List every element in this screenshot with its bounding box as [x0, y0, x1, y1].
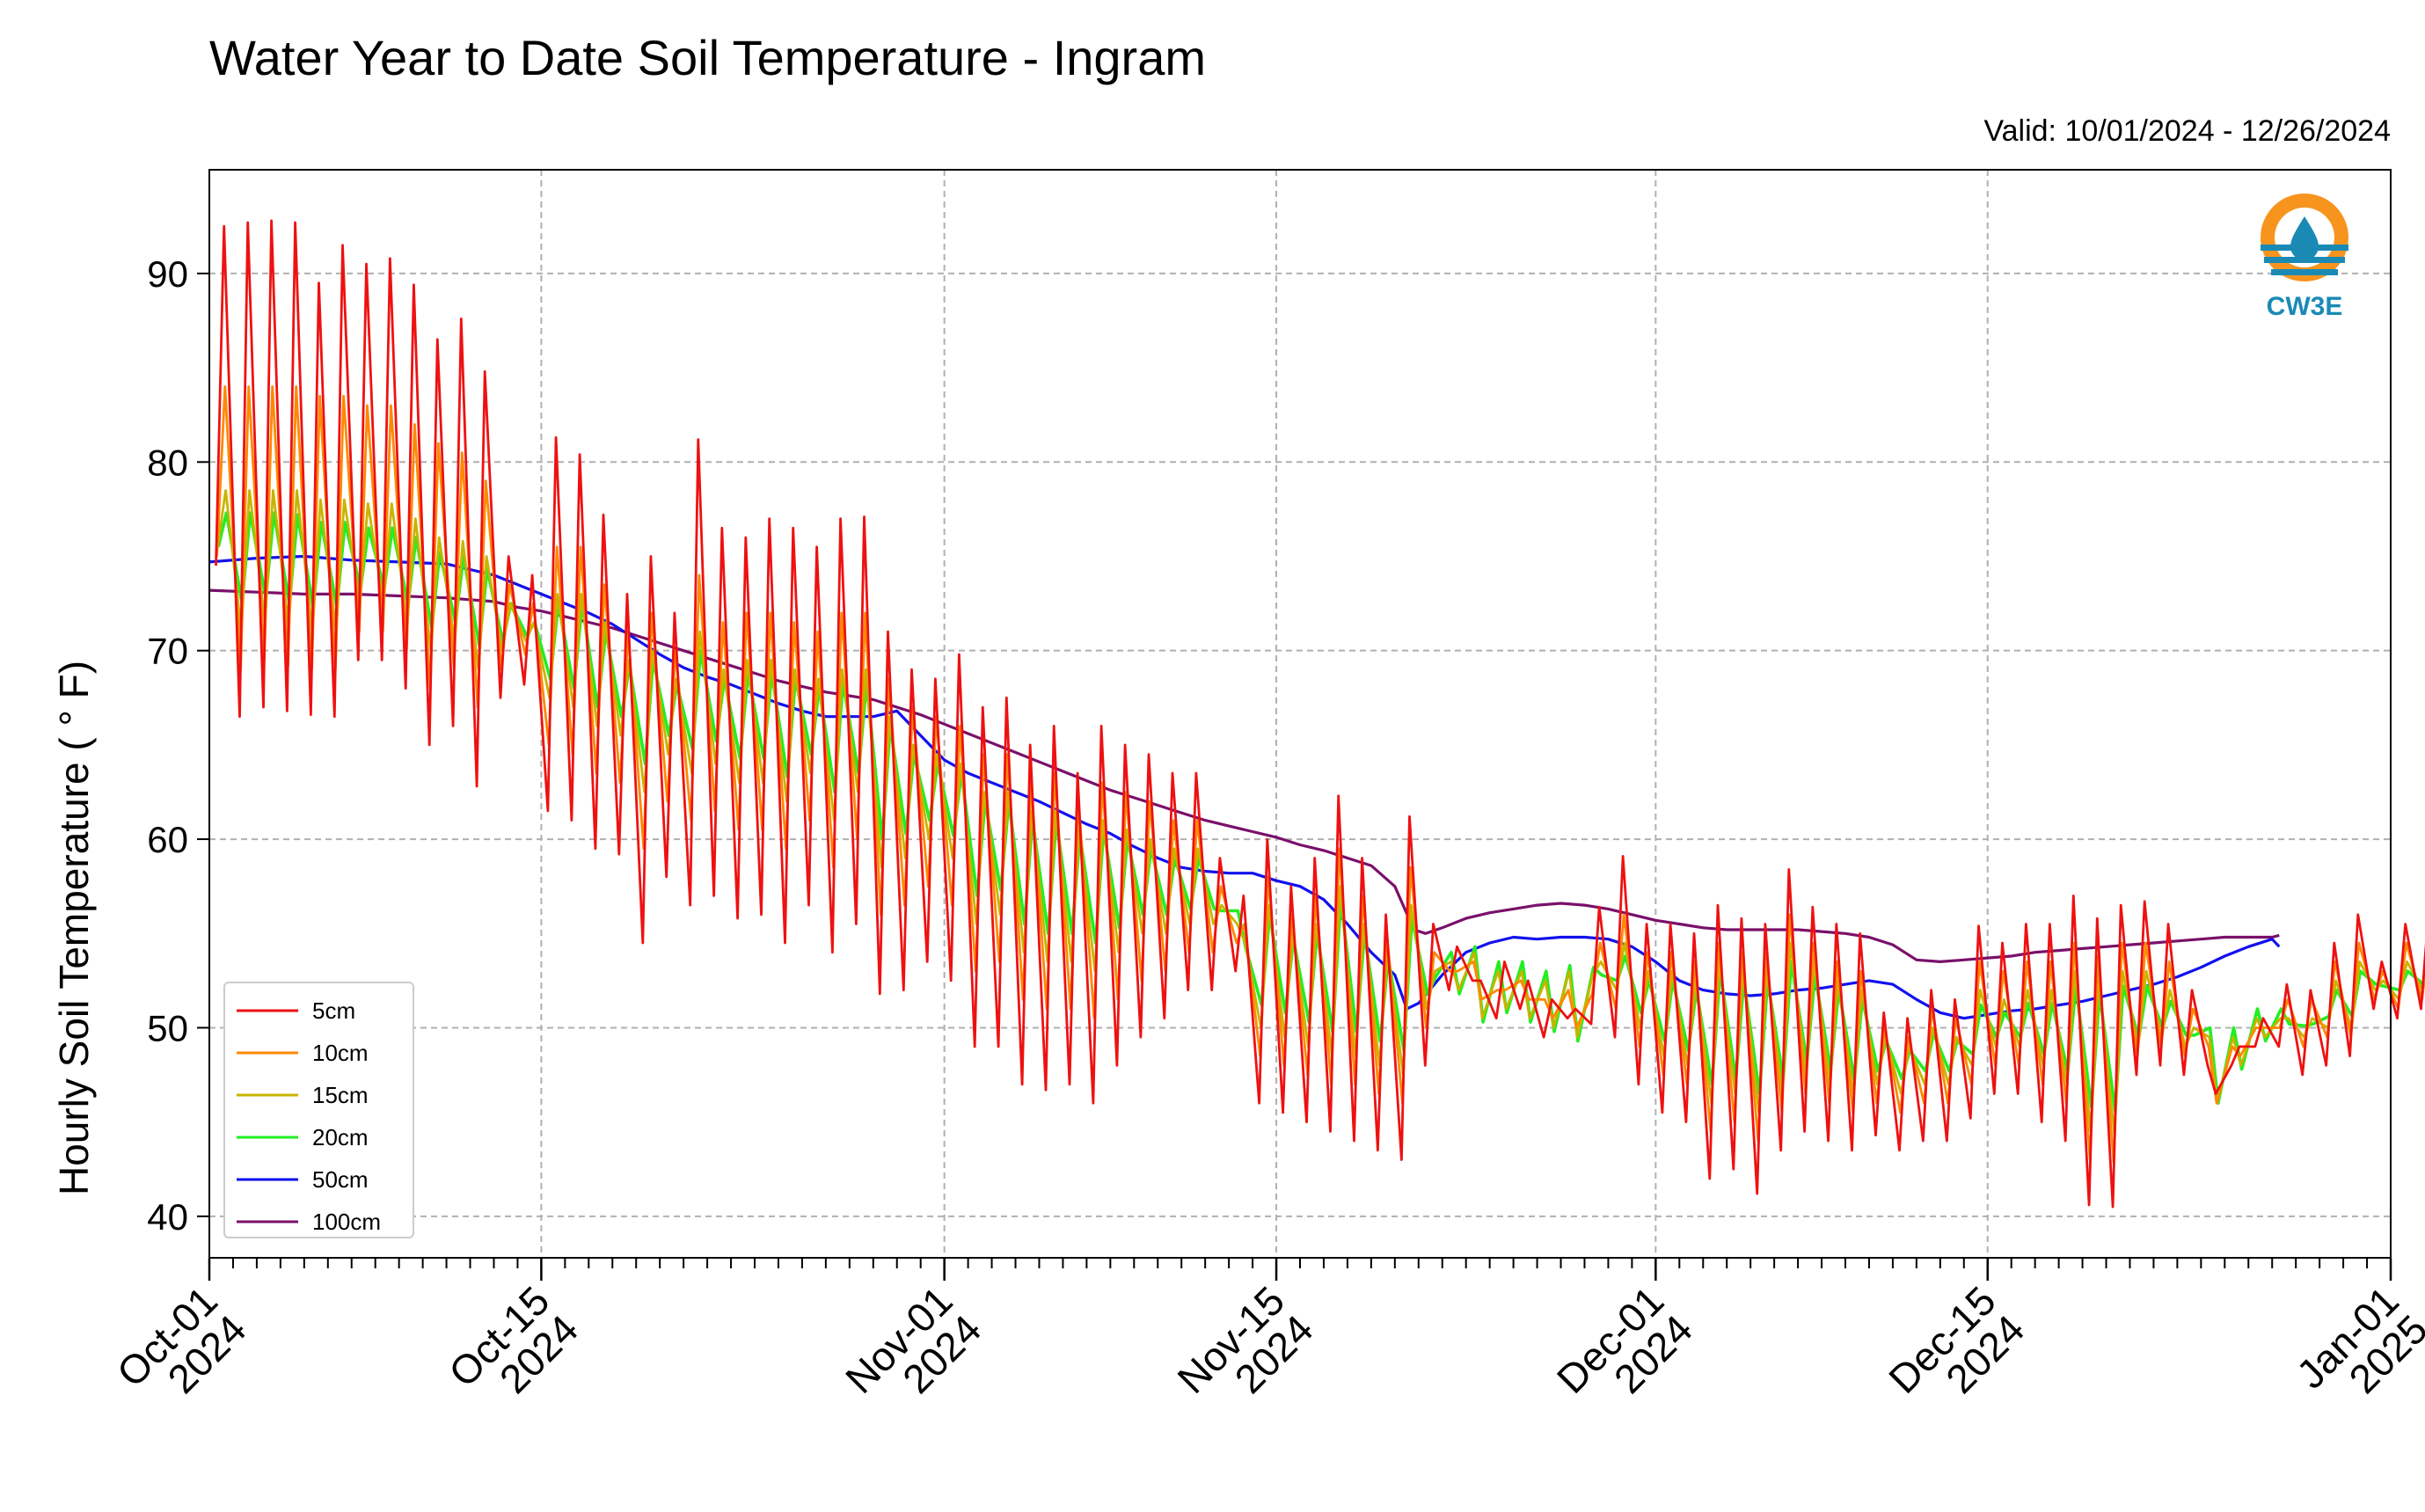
- x-tick-label: Dec-152024: [1880, 1277, 2033, 1430]
- legend: 5cm 10cm 15cm 20cm 50cm 100cm: [223, 982, 414, 1238]
- x-tick-label: Nov-012024: [836, 1277, 990, 1430]
- legend-box: [223, 982, 414, 1238]
- x-tick-label: Dec-012024: [1548, 1277, 1701, 1430]
- x-tick-label: Oct-012024: [108, 1277, 255, 1424]
- series-line-100cm: [208, 588, 2280, 963]
- legend-label: 20cm: [312, 1124, 369, 1150]
- y-axis-label: Hourly Soil Temperature ( ° F): [51, 661, 97, 1195]
- legend-label: 15cm: [312, 1082, 369, 1108]
- valid-date-range: Valid: 10/01/2024 - 12/26/2024: [1983, 114, 2391, 148]
- y-tick-label: 90: [147, 253, 188, 295]
- y-tick-label: 60: [147, 819, 188, 860]
- legend-label: 50cm: [312, 1166, 369, 1193]
- plot-frame: [208, 169, 2392, 1259]
- cw3e-logo: CW3E: [2261, 194, 2348, 321]
- series-line-5cm: [215, 219, 2425, 1209]
- logo-text: CW3E: [2267, 292, 2343, 321]
- y-tick-label: 70: [147, 631, 188, 672]
- series-lines: [208, 219, 2425, 1209]
- x-tick-label: Nov-152024: [1168, 1277, 1321, 1430]
- legend-label: 5cm: [312, 997, 355, 1024]
- grid-lines: [208, 170, 2392, 1258]
- y-tick-label: 50: [147, 1007, 188, 1048]
- chart-title: Water Year to Date Soil Temperature - In…: [209, 30, 1206, 85]
- series-line-50cm: [208, 554, 2281, 1020]
- x-tick-label: Oct-152024: [440, 1277, 587, 1424]
- legend-label: 100cm: [312, 1209, 381, 1235]
- legend-label: 10cm: [312, 1040, 369, 1066]
- y-tick-label: 80: [147, 442, 188, 483]
- y-tick-label: 40: [147, 1196, 188, 1238]
- x-tick-label: Jan-012025: [2288, 1277, 2425, 1426]
